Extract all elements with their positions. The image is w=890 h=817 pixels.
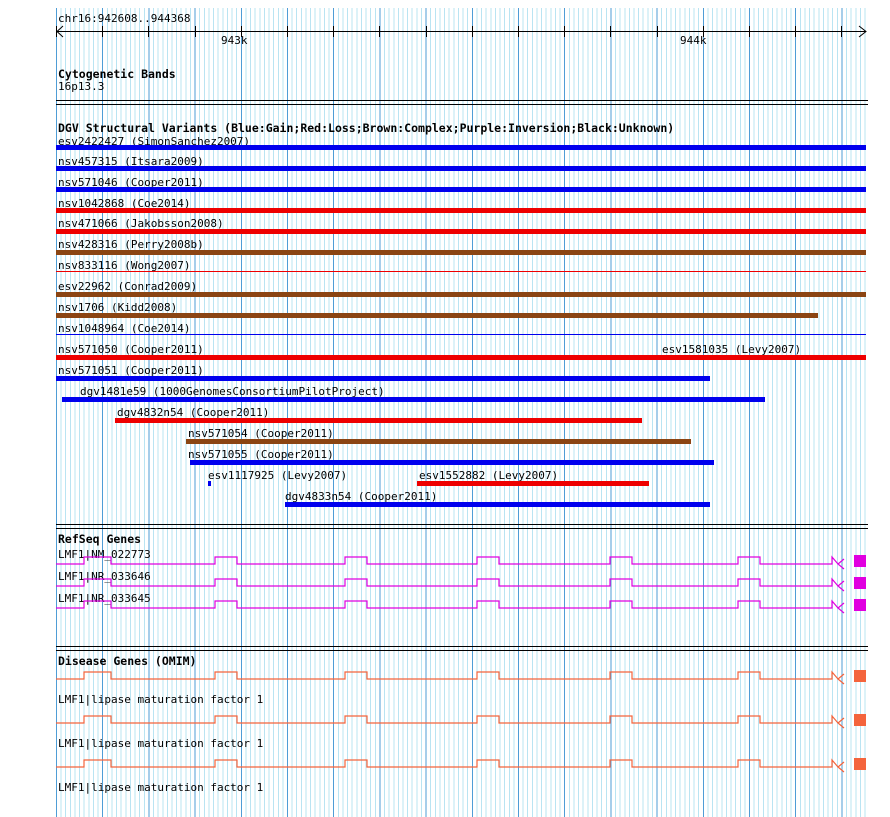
- ruler-tick: [795, 26, 796, 37]
- ruler-tick: [703, 26, 704, 37]
- section-separator: [56, 104, 868, 105]
- ruler-tick: [472, 26, 473, 37]
- ruler-tick: [195, 26, 196, 37]
- ruler-tick: [610, 26, 611, 37]
- ruler-tick: [241, 26, 242, 37]
- dgv-variant-bar[interactable]: [190, 460, 714, 465]
- section-separator: [56, 646, 868, 647]
- dgv-variant-label[interactable]: nsv571054 (Cooper2011): [188, 427, 334, 440]
- dgv-variant-bar[interactable]: [62, 397, 765, 402]
- dgv-variant-bar[interactable]: [56, 145, 866, 150]
- dgv-variant-bar[interactable]: [56, 166, 866, 171]
- ruler-tick: [56, 26, 57, 37]
- ruler-tick: [841, 26, 842, 37]
- dgv-variant-label[interactable]: esv1552882 (Levy2007): [419, 469, 559, 482]
- dgv-variant-label[interactable]: nsv571051 (Cooper2011): [58, 364, 204, 377]
- ruler-tick-label: 943k: [221, 34, 248, 47]
- track-grid-background: [56, 8, 868, 817]
- dgv-variant-bar[interactable]: [56, 376, 710, 381]
- locus-label: chr16:942608..944368: [58, 12, 191, 25]
- ruler-tick: [518, 26, 519, 37]
- dgv-variant-label[interactable]: nsv457315 (Itsara2009): [58, 155, 204, 168]
- omim-gene-label[interactable]: LMF1|lipase maturation factor 1: [58, 781, 264, 794]
- dgv-variant-label[interactable]: dgv4832n54 (Cooper2011): [117, 406, 270, 419]
- ruler-tick: [102, 26, 103, 37]
- ruler-tick: [564, 26, 565, 37]
- dgv-variant-label[interactable]: esv1581035 (Levy2007): [662, 343, 802, 356]
- omim-gene-label[interactable]: LMF1|lipase maturation factor 1: [58, 737, 264, 750]
- section-separator: [56, 524, 868, 525]
- dgv-variant-bar[interactable]: [56, 334, 866, 335]
- dgv-variant-label[interactable]: esv22962 (Conrad2009): [58, 280, 198, 293]
- section-title-dgv: DGV Structural Variants (Blue:Gain;Red:L…: [58, 121, 675, 135]
- ruler-axis: [56, 31, 866, 32]
- dgv-variant-bar[interactable]: [56, 292, 866, 297]
- section-title-cytoband: Cytogenetic Bands: [58, 67, 176, 81]
- section-separator: [56, 528, 868, 529]
- dgv-variant-label[interactable]: dgv1481e59 (1000GenomesConsortiumPilotPr…: [80, 385, 385, 398]
- ruler-tick: [148, 26, 149, 37]
- dgv-variant-label[interactable]: nsv571046 (Cooper2011): [58, 176, 204, 189]
- dgv-variant-label[interactable]: nsv571055 (Cooper2011): [188, 448, 334, 461]
- dgv-variant-label[interactable]: dgv4833n54 (Cooper2011): [285, 490, 438, 503]
- dgv-variant-label[interactable]: nsv1048964 (Coe2014): [58, 322, 191, 335]
- refseq-gene-label[interactable]: LMF1|NR_033645: [58, 592, 151, 605]
- dgv-variant-bar[interactable]: [660, 355, 720, 360]
- refseq-gene-label[interactable]: LMF1|NR_033646: [58, 570, 151, 583]
- refseq-gene-label[interactable]: LMF1|NM_022773: [58, 548, 151, 561]
- section-title-omim: Disease Genes (OMIM): [58, 654, 197, 668]
- dgv-variant-bar[interactable]: [56, 250, 866, 255]
- ruler-tick: [749, 26, 750, 37]
- dgv-variant-bar[interactable]: [56, 208, 866, 213]
- dgv-variant-bar[interactable]: [115, 418, 642, 423]
- cytoband-label[interactable]: 16p13.3: [58, 80, 105, 93]
- dgv-variant-label[interactable]: nsv833116 (Wong2007): [58, 259, 191, 272]
- dgv-variant-bar[interactable]: [186, 439, 691, 444]
- dgv-variant-label[interactable]: nsv428316 (Perry2008b): [58, 238, 204, 251]
- omim-gene-label[interactable]: LMF1|lipase maturation factor 1: [58, 693, 264, 706]
- dgv-variant-bar[interactable]: [56, 271, 866, 272]
- section-title-refseq: RefSeq Genes: [58, 532, 142, 546]
- dgv-variant-label[interactable]: nsv1042868 (Coe2014): [58, 197, 191, 210]
- arrow-left-icon: [56, 25, 64, 38]
- ruler-tick: [287, 26, 288, 37]
- dgv-variant-label[interactable]: nsv1706 (Kidd2008): [58, 301, 178, 314]
- dgv-variant-bar[interactable]: [208, 481, 211, 486]
- dgv-variant-bar[interactable]: [285, 502, 710, 507]
- dgv-variant-bar[interactable]: [56, 313, 818, 318]
- ruler-tick: [379, 26, 380, 37]
- dgv-variant-bar[interactable]: [56, 355, 866, 360]
- ruler-tick-label: 944k: [680, 34, 707, 47]
- ruler-tick: [426, 26, 427, 37]
- dgv-variant-bar[interactable]: [56, 229, 866, 234]
- dgv-variant-label[interactable]: nsv471066 (Jakobsson2008): [58, 217, 224, 230]
- section-separator: [56, 650, 868, 651]
- dgv-variant-bar[interactable]: [56, 187, 866, 192]
- dgv-variant-label[interactable]: nsv571050 (Cooper2011): [58, 343, 204, 356]
- dgv-variant-bar[interactable]: [417, 481, 649, 486]
- ruler-tick: [657, 26, 658, 37]
- ruler-tick: [333, 26, 334, 37]
- dgv-variant-label[interactable]: esv2422427 (SimonSanchez2007): [58, 135, 251, 148]
- section-separator: [56, 100, 868, 101]
- dgv-variant-label[interactable]: esv1117925 (Levy2007): [208, 469, 348, 482]
- arrow-right-icon: [858, 25, 867, 38]
